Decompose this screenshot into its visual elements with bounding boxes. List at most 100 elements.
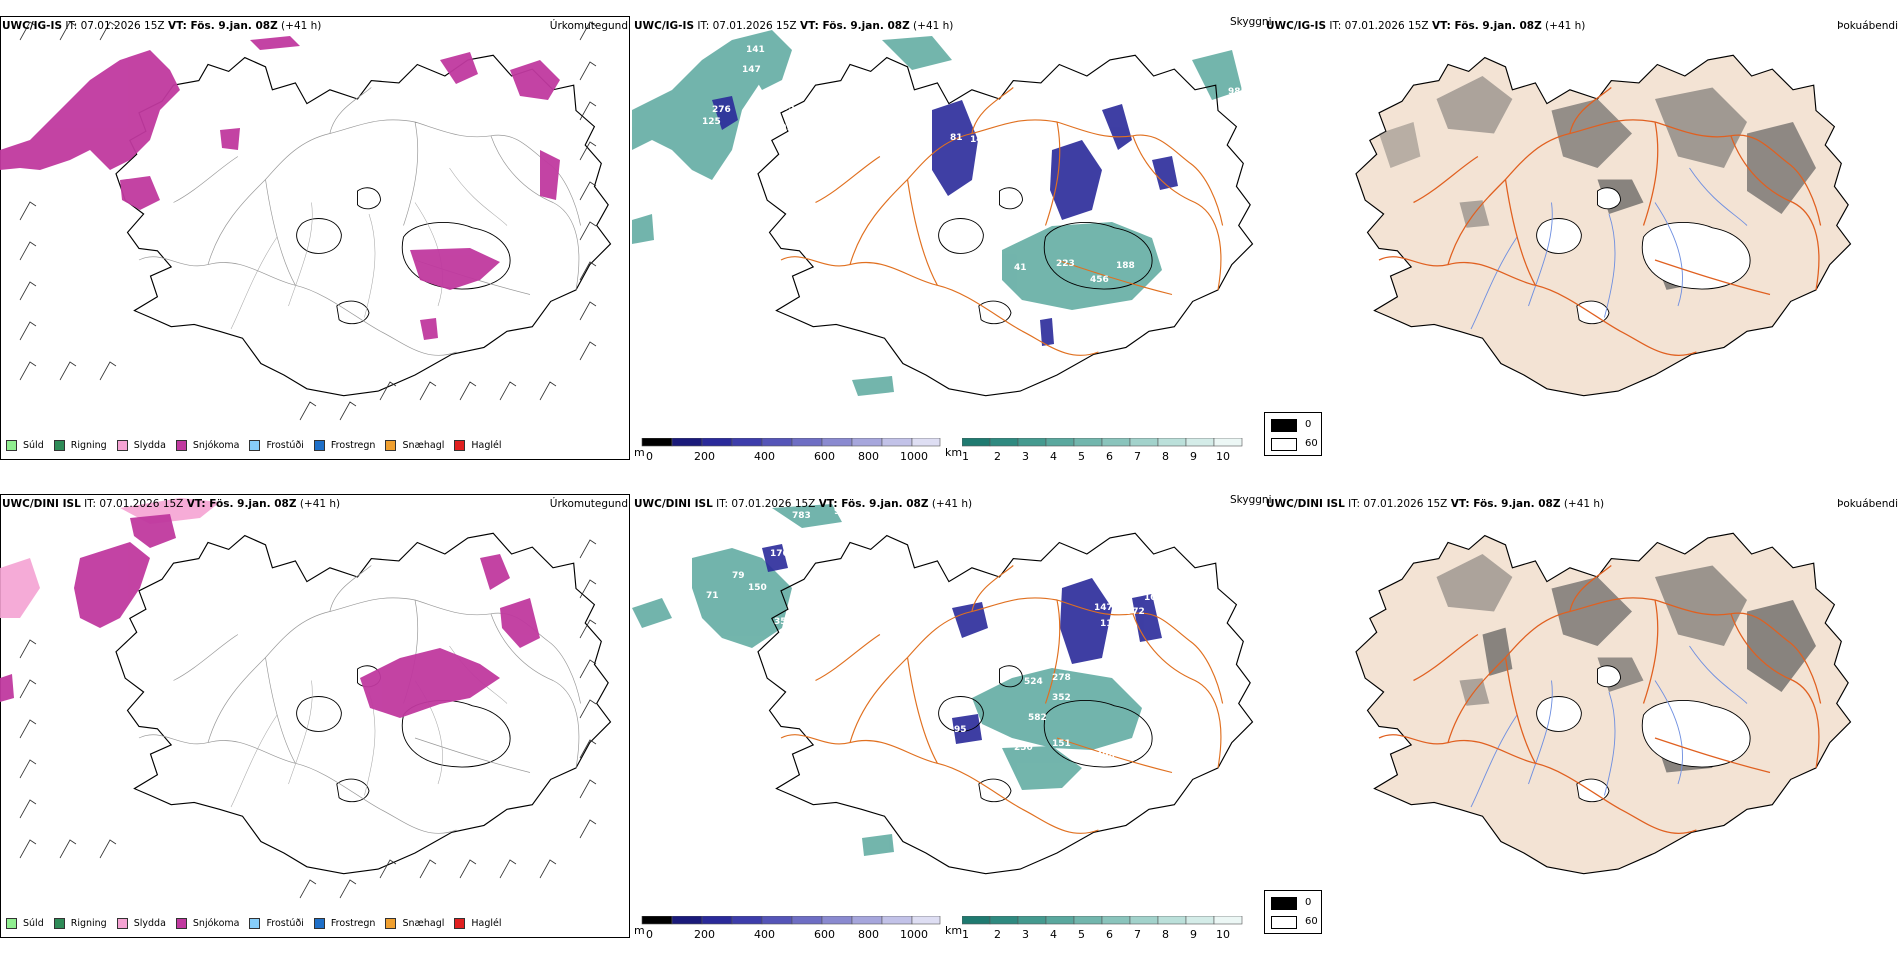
svg-text:1000: 1000 — [900, 450, 928, 463]
valid-time: VT: Fös. 9.jan. 08Z — [167, 20, 278, 32]
panel-title-fog: Þokuábendi — [1837, 498, 1898, 510]
fog-legend: 0 60 — [1264, 890, 1322, 934]
svg-text:9: 9 — [1190, 450, 1197, 463]
precip-map — [0, 21, 612, 421]
valid-time: VT: Fös. 9.jan. 08Z — [186, 498, 297, 510]
fog-map — [1355, 54, 1852, 397]
svg-text:141: 141 — [746, 45, 765, 55]
svg-text:8: 8 — [1162, 450, 1169, 463]
svg-text:188: 188 — [1116, 261, 1135, 271]
svg-text:0: 0 — [646, 450, 653, 463]
legend-item: Snæhagl — [385, 440, 444, 451]
panel-header: UWC/DINI ISL IT: 07.01.2026 15Z VT: Fös.… — [2, 498, 340, 510]
svg-text:125: 125 — [702, 117, 721, 127]
svg-text:276: 276 — [712, 105, 731, 115]
legend-item: Haglél — [454, 918, 502, 929]
legend-item: Súld — [6, 918, 44, 929]
precip-type-panel: UWC/IG-IS IT: 07.01.2026 15Z VT: Fös. 9.… — [0, 0, 632, 475]
visibility-unit: km — [945, 446, 963, 459]
svg-text:8: 8 — [1162, 928, 1169, 941]
svg-text:4: 4 — [1050, 928, 1057, 941]
fog-index-panel: UWC/IG-IS IT: 07.01.2026 15Z VT: Fös. 9.… — [1264, 0, 1900, 475]
panel-title-visibility: Skyggni — [1230, 494, 1272, 506]
iceland-coastline — [115, 54, 612, 397]
svg-text:9: 9 — [1190, 928, 1197, 941]
svg-text:49: 49 — [1098, 143, 1111, 153]
svg-text:7: 7 — [1134, 928, 1141, 941]
panel-header: UWC/IG-IS IT: 07.01.2026 15Z VT: Fös. 9.… — [634, 20, 954, 32]
svg-text:94: 94 — [980, 157, 993, 167]
fog-legend-label: 60 — [1305, 438, 1318, 449]
fog-legend-swatch — [1271, 438, 1297, 451]
svg-text:150: 150 — [748, 583, 767, 593]
legend-item: Frostúði — [249, 918, 304, 929]
svg-text:105: 105 — [788, 73, 807, 83]
fog-shading — [1436, 554, 1816, 773]
visibility-colorbar: 1 2 3 4 5 6 7 8 9 10 — [962, 916, 1243, 941]
svg-text:95: 95 — [954, 725, 967, 735]
low-cloudbase-areas — [762, 544, 1162, 744]
svg-text:74: 74 — [784, 177, 797, 187]
svg-text:5: 5 — [1078, 928, 1085, 941]
svg-text:985: 985 — [1228, 87, 1247, 97]
svg-text:200: 200 — [694, 450, 715, 463]
wind-barbs — [19, 539, 597, 899]
wind-barbs — [19, 21, 597, 421]
svg-text:97: 97 — [810, 163, 823, 173]
svg-text:278: 278 — [1052, 673, 1071, 683]
precip-type-panel: UWC/DINI ISL IT: 07.01.2026 15Z VT: Fös.… — [0, 478, 632, 953]
legend-item: Rigning — [53, 440, 107, 451]
svg-text:3: 3 — [1022, 450, 1029, 463]
svg-text:287: 287 — [760, 97, 779, 107]
init-time: IT: 07.01.2026 15Z — [84, 498, 184, 510]
svg-text:5: 5 — [1078, 450, 1085, 463]
svg-text:147: 147 — [742, 65, 761, 75]
svg-text:456: 456 — [1090, 275, 1109, 285]
init-time: IT: 07.01.2026 15Z — [65, 20, 165, 32]
svg-text:524: 524 — [1024, 677, 1043, 687]
cloudbase-unit: m — [634, 924, 645, 937]
legend-item: Súld — [6, 440, 44, 451]
legend-item: Frostúði — [249, 440, 304, 451]
svg-text:223: 223 — [1056, 259, 1075, 269]
legend-item: Slydda — [116, 440, 166, 451]
lead-time: (+41 h) — [281, 20, 322, 32]
svg-text:600: 600 — [814, 928, 835, 941]
svg-text:498: 498 — [1096, 751, 1115, 761]
legend-item: Frostregn — [313, 440, 375, 451]
precip-legend: Súld Rigning Slydda Snjókoma Frostúði Fr… — [6, 440, 512, 451]
panel-header: UWC/DINI ISL IT: 07.01.2026 15Z VT: Fös.… — [634, 498, 973, 510]
lead-time: (+41 h) — [299, 498, 341, 510]
svg-text:600: 600 — [814, 450, 835, 463]
legend-item: Snjókoma — [175, 918, 239, 929]
svg-text:10: 10 — [1216, 450, 1230, 463]
svg-text:81: 81 — [950, 133, 963, 143]
snow-areas — [0, 514, 540, 718]
model-name: UWC/DINI ISL — [2, 498, 81, 510]
svg-text:70: 70 — [760, 213, 773, 223]
svg-text:151: 151 — [1052, 739, 1071, 749]
svg-text:1: 1 — [962, 928, 969, 941]
cloudbase-colorbar: 0 200 400 600 800 1000 — [641, 916, 941, 941]
legend-item: Rigning — [53, 918, 107, 929]
svg-text:200: 200 — [694, 928, 715, 941]
svg-text:400: 400 — [754, 928, 775, 941]
fog-legend-label: 60 — [1305, 916, 1318, 927]
svg-text:0: 0 — [646, 928, 653, 941]
panel-header: UWC/DINI ISL IT: 07.01.2026 15Z VT: Fös.… — [1266, 498, 1605, 510]
legend-item: Snjókoma — [175, 440, 239, 451]
svg-text:250: 250 — [1014, 743, 1033, 753]
legend-item: Snæhagl — [385, 918, 444, 929]
svg-text:2: 2 — [994, 450, 1001, 463]
cloudbase-value-labels: 783 983 176 79 150 71 355 98 95 524 278 … — [706, 507, 1165, 761]
svg-text:6: 6 — [1106, 928, 1113, 941]
svg-text:291: 291 — [774, 123, 793, 133]
svg-text:983: 983 — [834, 507, 853, 517]
low-cloudbase-areas — [712, 96, 1178, 346]
svg-text:4: 4 — [1050, 450, 1057, 463]
svg-text:352: 352 — [1052, 693, 1071, 703]
fog-map — [1355, 532, 1852, 875]
low-visibility-areas — [632, 504, 1142, 856]
forecast-row-dini: UWC/DINI ISL IT: 07.01.2026 15Z VT: Fös.… — [0, 478, 1900, 953]
svg-text:6: 6 — [1106, 450, 1113, 463]
